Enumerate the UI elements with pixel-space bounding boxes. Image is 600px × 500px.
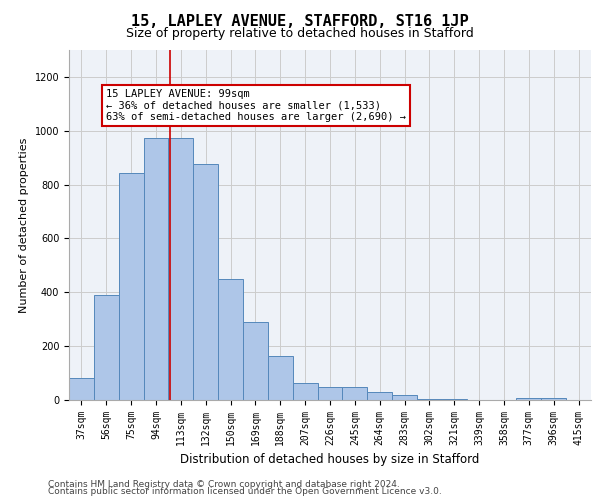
Bar [119, 172, 143, 400]
Bar [317, 386, 343, 400]
Bar [69, 378, 94, 400]
Text: Contains HM Land Registry data © Crown copyright and database right 2024.: Contains HM Land Registry data © Crown c… [48, 480, 400, 489]
Y-axis label: Number of detached properties: Number of detached properties [19, 138, 29, 312]
Bar [193, 164, 218, 400]
Text: Size of property relative to detached houses in Stafford: Size of property relative to detached ho… [126, 28, 474, 40]
Bar [243, 322, 268, 400]
Text: Contains public sector information licensed under the Open Government Licence v3: Contains public sector information licen… [48, 487, 442, 496]
Bar [293, 382, 317, 400]
X-axis label: Distribution of detached houses by size in Stafford: Distribution of detached houses by size … [181, 454, 479, 466]
Text: 15 LAPLEY AVENUE: 99sqm
← 36% of detached houses are smaller (1,533)
63% of semi: 15 LAPLEY AVENUE: 99sqm ← 36% of detache… [106, 89, 406, 122]
Bar [268, 356, 293, 400]
Bar [94, 295, 119, 400]
Bar [442, 398, 467, 400]
Bar [343, 386, 367, 400]
Bar [367, 392, 392, 400]
Bar [218, 279, 243, 400]
Bar [143, 138, 169, 400]
Bar [392, 394, 417, 400]
Bar [541, 398, 566, 400]
Bar [417, 398, 442, 400]
Bar [517, 398, 541, 400]
Text: 15, LAPLEY AVENUE, STAFFORD, ST16 1JP: 15, LAPLEY AVENUE, STAFFORD, ST16 1JP [131, 14, 469, 29]
Bar [169, 138, 193, 400]
